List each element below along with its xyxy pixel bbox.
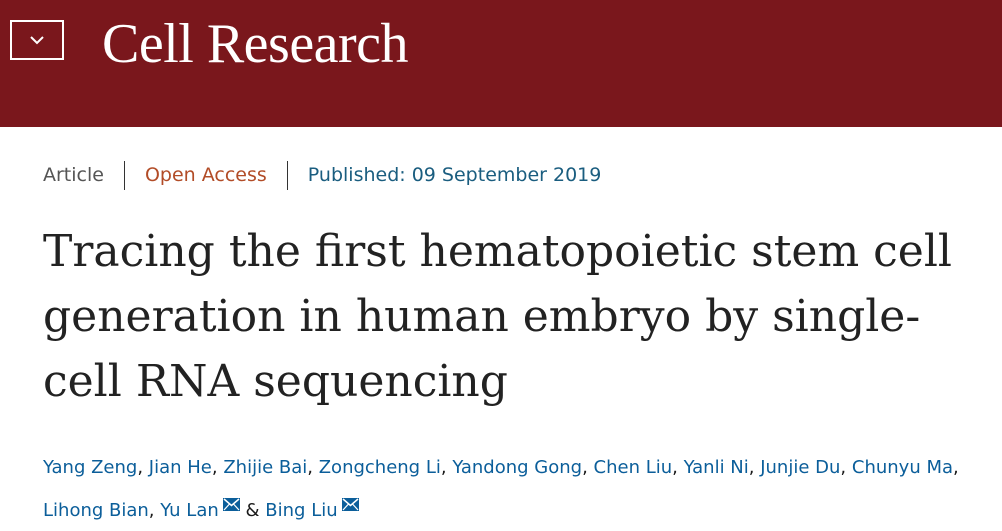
author-link[interactable]: Lihong Bian [43,500,149,521]
journal-title-link[interactable]: Cell Research [102,13,409,75]
author-list: Yang Zeng, Jian He, Zhijie Bai, Zongchen… [43,449,988,530]
author-link[interactable]: Junjie Du [760,457,841,478]
author-link[interactable]: Chen Liu [593,457,673,478]
article-title: Tracing the first hematopoietic stem cel… [43,226,952,407]
author-link[interactable]: Yanli Ni [683,457,749,478]
author-link[interactable]: Yu Lan [160,500,219,521]
author-link[interactable]: Zhijie Bai [223,457,308,478]
author-link[interactable]: Jian He [148,457,212,478]
author-link[interactable]: Zongcheng Li [318,457,441,478]
author-link[interactable]: Chunyu Ma [851,457,954,478]
meta-divider [123,160,125,190]
meta-divider [286,160,288,190]
author-link[interactable]: Yandong Gong [452,457,583,478]
mail-icon[interactable] [341,487,359,525]
published-date: Published: 09 September 2019 [307,164,602,186]
chevron-down-icon [30,36,44,45]
mail-icon[interactable] [222,487,240,525]
site-header: Cell Research [0,0,1002,127]
open-access-label: Open Access [144,164,267,186]
menu-toggle-button[interactable] [10,20,64,60]
author-link[interactable]: Bing Liu [265,500,338,521]
author-link[interactable]: Yang Zeng [43,457,138,478]
article-meta: Article Open Access Published: 09 Septem… [43,159,601,191]
author-connector: & [245,500,260,521]
article-type-label: Article [43,164,104,186]
